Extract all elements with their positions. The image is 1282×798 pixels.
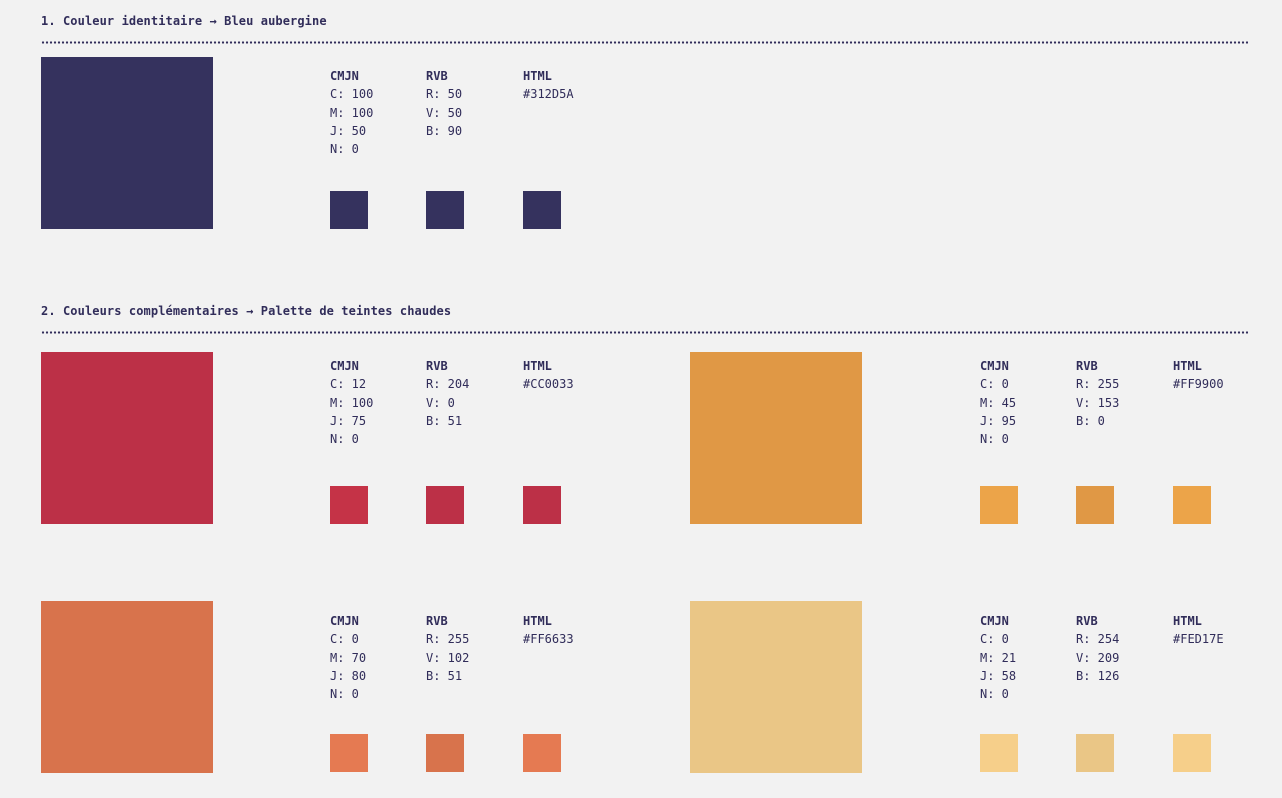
cmjn-value: N: 0 <box>330 142 359 157</box>
html-hex-value: HTML #FF9900 <box>1173 357 1224 394</box>
cmjn-value: J: 50 <box>330 123 367 138</box>
rvb-values: RVB R: 255 V: 102 B: 51 <box>426 612 469 685</box>
html-swatch <box>523 486 561 524</box>
rvb-value: R: 204 <box>426 377 470 392</box>
rvb-value: V: 50 <box>426 105 463 120</box>
cmjn-value: C: 0 <box>980 377 1009 392</box>
hex-code: #FED17E <box>1173 632 1224 647</box>
cmjn-header: CMJN <box>330 614 359 628</box>
html-swatch <box>1173 486 1211 524</box>
cmjn-value: C: 0 <box>330 632 359 647</box>
cmjn-header: CMJN <box>980 359 1009 373</box>
html-swatch <box>523 191 561 229</box>
rvb-value: V: 153 <box>1076 395 1120 410</box>
rvb-values: RVB R: 254 V: 209 B: 126 <box>1076 612 1119 685</box>
rvb-values: RVB R: 50 V: 50 B: 90 <box>426 67 462 140</box>
rvb-header: RVB <box>1076 614 1098 628</box>
cmjn-value: N: 0 <box>980 432 1009 447</box>
dotted-divider <box>41 331 1248 334</box>
cmjn-header: CMJN <box>330 69 359 83</box>
rvb-value: V: 209 <box>1076 650 1120 665</box>
rvb-swatch <box>1076 486 1114 524</box>
cmjn-value: M: 100 <box>330 105 374 120</box>
cmjn-value: N: 0 <box>330 432 359 447</box>
rvb-values: RVB R: 204 V: 0 B: 51 <box>426 357 469 430</box>
color-swatch-aubergine <box>41 57 213 229</box>
rvb-header: RVB <box>426 359 448 373</box>
rvb-value: B: 51 <box>426 413 463 428</box>
hex-code: #CC0033 <box>523 377 574 392</box>
cmjn-header: CMJN <box>330 359 359 373</box>
cmjn-value: M: 100 <box>330 395 374 410</box>
html-hex-value: HTML #CC0033 <box>523 357 574 394</box>
html-header: HTML <box>1173 359 1202 373</box>
cmjn-values: CMJN C: 0 M: 70 J: 80 N: 0 <box>330 612 366 703</box>
rvb-value: R: 254 <box>1076 632 1120 647</box>
cmjn-value: J: 95 <box>980 413 1017 428</box>
cmjn-values: CMJN C: 100 M: 100 J: 50 N: 0 <box>330 67 373 158</box>
color-swatch-orange <box>690 352 862 524</box>
rvb-value: R: 50 <box>426 87 463 102</box>
color-swatch-rouge <box>41 352 213 524</box>
html-header: HTML <box>523 614 552 628</box>
section-title-complementary: 2. Couleurs complémentaires → Palette de… <box>41 304 452 318</box>
rvb-swatch <box>426 191 464 229</box>
cmjn-value: J: 58 <box>980 668 1017 683</box>
section-title-identity: 1. Couleur identitaire → Bleu aubergine <box>41 14 327 28</box>
dotted-divider <box>41 41 1248 44</box>
rvb-values: RVB R: 255 V: 153 B: 0 <box>1076 357 1119 430</box>
color-swatch-sable <box>690 601 862 773</box>
rvb-value: V: 0 <box>426 395 455 410</box>
cmjn-value: M: 21 <box>980 650 1017 665</box>
cmjn-header: CMJN <box>980 614 1009 628</box>
hex-code: #FF6633 <box>523 632 574 647</box>
html-swatch <box>1173 734 1211 772</box>
rvb-swatch <box>426 734 464 772</box>
cmjn-swatch <box>330 191 368 229</box>
cmjn-value: M: 70 <box>330 650 367 665</box>
cmjn-value: N: 0 <box>980 687 1009 702</box>
cmjn-swatch <box>980 486 1018 524</box>
color-swatch-corail <box>41 601 213 773</box>
cmjn-swatch <box>330 486 368 524</box>
rvb-header: RVB <box>426 614 448 628</box>
rvb-value: B: 51 <box>426 668 463 683</box>
rvb-value: B: 90 <box>426 123 463 138</box>
rvb-value: B: 126 <box>1076 668 1120 683</box>
cmjn-value: C: 100 <box>330 87 374 102</box>
rvb-swatch <box>426 486 464 524</box>
html-header: HTML <box>1173 614 1202 628</box>
html-header: HTML <box>523 69 552 83</box>
html-hex-value: HTML #FF6633 <box>523 612 574 649</box>
cmjn-swatch <box>980 734 1018 772</box>
cmjn-value: C: 0 <box>980 632 1009 647</box>
rvb-header: RVB <box>1076 359 1098 373</box>
cmjn-values: CMJN C: 0 M: 21 J: 58 N: 0 <box>980 612 1016 703</box>
rvb-value: V: 102 <box>426 650 470 665</box>
cmjn-value: C: 12 <box>330 377 367 392</box>
rvb-header: RVB <box>426 69 448 83</box>
cmjn-value: J: 80 <box>330 668 367 683</box>
cmjn-value: M: 45 <box>980 395 1017 410</box>
html-hex-value: HTML #312D5A <box>523 67 574 104</box>
cmjn-values: CMJN C: 12 M: 100 J: 75 N: 0 <box>330 357 373 448</box>
rvb-swatch <box>1076 734 1114 772</box>
rvb-value: B: 0 <box>1076 413 1105 428</box>
html-hex-value: HTML #FED17E <box>1173 612 1224 649</box>
html-header: HTML <box>523 359 552 373</box>
hex-code: #FF9900 <box>1173 377 1224 392</box>
cmjn-value: N: 0 <box>330 687 359 702</box>
cmjn-swatch <box>330 734 368 772</box>
cmjn-values: CMJN C: 0 M: 45 J: 95 N: 0 <box>980 357 1016 448</box>
hex-code: #312D5A <box>523 87 574 102</box>
rvb-value: R: 255 <box>1076 377 1120 392</box>
html-swatch <box>523 734 561 772</box>
rvb-value: R: 255 <box>426 632 470 647</box>
cmjn-value: J: 75 <box>330 413 367 428</box>
